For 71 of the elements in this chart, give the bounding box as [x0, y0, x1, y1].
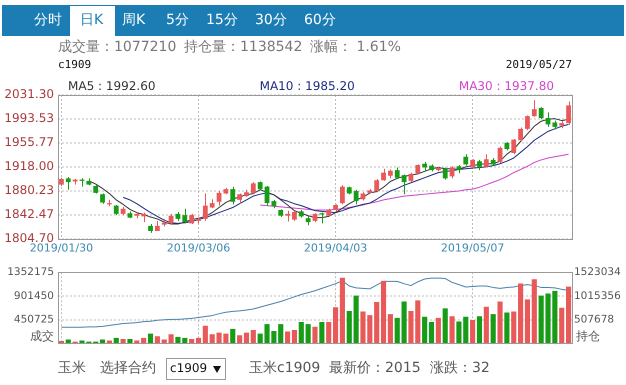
- candlestick: [388, 168, 393, 179]
- bar: [388, 314, 393, 344]
- bar: [312, 326, 318, 344]
- bar: [504, 312, 510, 344]
- text: 分时: [34, 12, 62, 29]
- text: MA10 : 1985.20: [260, 79, 355, 94]
- y2-axis-title: 持仓: [576, 328, 600, 343]
- bar: [148, 334, 154, 344]
- bar: [422, 316, 428, 344]
- bar: [538, 296, 544, 344]
- y-tick-label: 2031.30: [4, 87, 54, 102]
- y-tick-label: 1352175: [7, 266, 54, 278]
- bar: [545, 294, 551, 344]
- y2-tick-label: 1523034: [574, 266, 622, 278]
- bar: [258, 334, 263, 344]
- text: 最新价：2015: [329, 360, 421, 377]
- bar: [292, 330, 298, 344]
- candlestick: [80, 178, 84, 188]
- text: MA5 : 1992.60: [68, 79, 156, 94]
- text: c1909: [58, 58, 92, 72]
- text: 60分: [304, 12, 336, 29]
- bar: [250, 330, 256, 344]
- bar: [449, 316, 455, 344]
- x-tick-label: 2019/03/06: [166, 241, 230, 254]
- candlestick: [319, 212, 324, 224]
- text: MA30 : 1937.80: [458, 79, 554, 94]
- y2-tick-label: 507678: [574, 314, 614, 326]
- y-tick-label: 1842.47: [4, 206, 54, 221]
- text: 选择合约: [100, 360, 156, 377]
- y-tick-label: 450725: [14, 314, 54, 326]
- text: 15分: [206, 12, 238, 29]
- text: 涨幅： 1.61%: [310, 39, 401, 56]
- y-tick-label: 1918.00: [4, 159, 54, 174]
- text: 涨跌：32: [430, 360, 490, 377]
- bar: [428, 322, 434, 344]
- text: 30分: [255, 12, 287, 29]
- text: 周K: [122, 12, 146, 29]
- bar: [319, 322, 324, 344]
- bar: [442, 308, 448, 344]
- y-tick-label: 1880.23: [4, 182, 54, 197]
- bar: [360, 311, 366, 344]
- x-tick-label: 2019/05/07: [440, 241, 504, 254]
- bar: [552, 290, 558, 344]
- bar: [497, 301, 503, 344]
- y-tick-label: 1993.53: [4, 111, 54, 126]
- text: c1909: [170, 361, 208, 376]
- text: 持仓量：1138542: [184, 39, 302, 56]
- bar: [114, 338, 119, 344]
- bar: [340, 278, 345, 344]
- bar: [470, 320, 476, 344]
- bar: [484, 306, 489, 344]
- bar: [244, 332, 250, 344]
- text: 5分: [166, 12, 189, 29]
- text: 日K: [80, 12, 104, 29]
- bar: [264, 324, 270, 344]
- bar: [436, 318, 441, 344]
- bar: [230, 328, 236, 344]
- text: 玉米: [58, 360, 86, 377]
- y-axis-title: 成交: [30, 328, 54, 343]
- text: 2019/05/27: [506, 58, 572, 72]
- bar: [490, 314, 496, 344]
- y2-tick-label: 1015356: [574, 290, 622, 302]
- text: 成交量：1077210: [58, 39, 176, 56]
- text: 玉米c1909: [249, 360, 320, 377]
- bar: [285, 332, 290, 344]
- y-tick-label: 1955.77: [4, 135, 54, 150]
- bar: [223, 334, 228, 344]
- y-tick-label: 901450: [14, 290, 54, 302]
- candlestick: [107, 199, 112, 207]
- x-tick-label: 2019/04/03: [304, 241, 368, 254]
- bar: [476, 316, 482, 344]
